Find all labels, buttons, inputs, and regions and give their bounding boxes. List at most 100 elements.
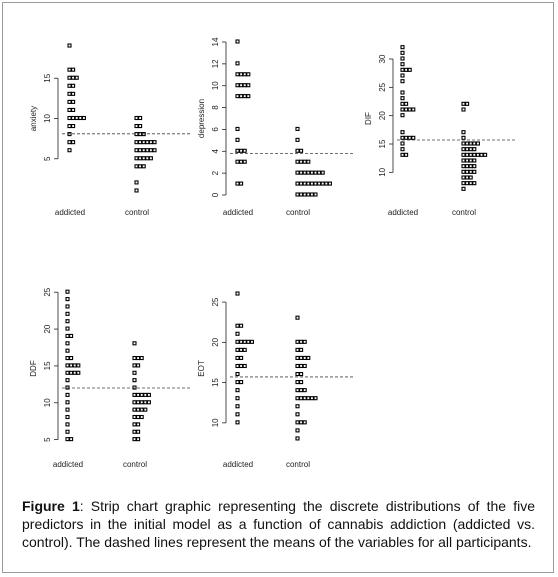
data-point <box>400 90 405 95</box>
data-point <box>242 83 247 88</box>
data-point <box>472 181 477 186</box>
data-point <box>152 140 157 145</box>
data-point <box>132 407 137 412</box>
data-point <box>138 140 143 145</box>
data-point <box>76 370 81 375</box>
data-point <box>295 380 300 385</box>
data-point <box>309 192 314 197</box>
data-point <box>299 148 304 153</box>
data-point <box>132 370 137 375</box>
y-tick-label: 20 <box>43 324 52 333</box>
data-point <box>71 124 76 129</box>
data-point <box>313 181 318 186</box>
data-point <box>472 158 477 163</box>
y-tick-label: 15 <box>378 139 387 148</box>
data-point <box>67 99 72 104</box>
data-point <box>235 412 240 417</box>
data-point <box>295 355 300 360</box>
data-point <box>324 181 329 186</box>
data-point <box>239 94 244 99</box>
data-point <box>475 141 480 146</box>
data-point <box>132 414 137 420</box>
data-point <box>468 175 473 180</box>
data-point <box>461 152 466 157</box>
data-point <box>235 347 240 352</box>
y-tick-label: 0 <box>211 192 220 197</box>
data-point <box>242 72 247 77</box>
data-point <box>461 135 466 140</box>
data-point <box>302 363 307 369</box>
data-point <box>69 437 74 442</box>
data-point <box>235 39 240 44</box>
data-point <box>468 141 473 146</box>
data-point <box>78 115 83 121</box>
data-point <box>65 392 70 397</box>
data-point <box>143 400 148 405</box>
data-point <box>317 170 322 175</box>
data-point <box>306 355 311 360</box>
data-point <box>145 156 150 161</box>
data-point <box>246 83 251 88</box>
data-point <box>468 158 473 163</box>
data-point <box>320 181 325 186</box>
data-point <box>299 192 304 197</box>
x-tick-label: addicted <box>223 460 253 469</box>
y-tick-label: 12 <box>211 59 220 68</box>
data-point <box>81 115 86 121</box>
data-point <box>143 407 148 412</box>
data-point <box>465 141 470 146</box>
data-point <box>132 400 137 405</box>
data-point <box>295 170 300 175</box>
data-point <box>136 429 141 434</box>
y-tick-label: 5 <box>43 156 52 161</box>
data-point <box>313 396 318 401</box>
y-tick-label: 8 <box>211 105 220 110</box>
data-point <box>306 181 311 186</box>
data-point <box>65 414 70 420</box>
data-point <box>302 181 307 186</box>
data-point <box>132 422 137 427</box>
data-point <box>313 192 318 197</box>
data-point <box>465 158 470 163</box>
data-point <box>400 107 405 112</box>
data-point <box>239 380 244 385</box>
data-point <box>295 420 300 425</box>
y-tick-label: 5 <box>43 437 52 442</box>
data-point <box>67 115 72 121</box>
data-point <box>295 339 300 344</box>
data-point <box>65 429 70 434</box>
y-axis-label: DDF <box>29 360 38 377</box>
y-tick-label: 30 <box>378 54 387 63</box>
data-point <box>400 50 405 55</box>
x-tick-label: addicted <box>53 460 83 469</box>
data-point <box>309 396 314 401</box>
data-point <box>139 400 144 405</box>
y-tick-label: 6 <box>211 127 220 132</box>
data-point <box>132 392 137 397</box>
data-point <box>317 181 322 186</box>
data-point <box>483 152 488 157</box>
data-point <box>299 355 304 360</box>
data-point <box>461 164 466 169</box>
data-point <box>461 101 466 106</box>
data-point <box>475 152 480 157</box>
data-point <box>468 169 473 174</box>
data-point <box>302 159 307 164</box>
data-point <box>69 355 74 361</box>
data-point <box>400 96 405 101</box>
x-tick-label: control <box>123 460 147 469</box>
data-point <box>400 147 405 152</box>
data-point <box>138 156 143 161</box>
data-point <box>138 164 143 169</box>
data-point <box>472 147 477 152</box>
data-point <box>400 130 405 135</box>
data-point <box>242 363 247 369</box>
data-point <box>235 94 240 99</box>
data-point <box>134 164 139 169</box>
data-point <box>461 130 466 135</box>
data-point <box>461 169 466 174</box>
data-point <box>134 188 139 193</box>
data-point <box>239 148 244 153</box>
data-point <box>299 159 304 164</box>
y-tick-label: 15 <box>211 378 220 387</box>
